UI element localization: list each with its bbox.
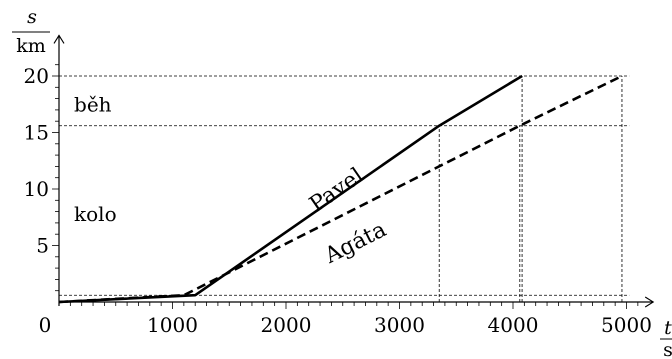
reference-lines (59, 75, 630, 302)
series-line-pavel (58, 74, 523, 304)
axes (53, 34, 655, 308)
series-label: Agáta (320, 217, 390, 269)
series-lines (58, 74, 623, 304)
x-tick-label: 3000 (374, 313, 425, 337)
series-line-agáta (58, 74, 623, 304)
y-axis-arrow (53, 34, 65, 44)
y-tick-label: 20 (24, 64, 49, 88)
x-axis-arrow (644, 296, 655, 308)
y-axis-unit: km (16, 35, 46, 57)
x-tick-label: 4000 (488, 313, 539, 337)
y-axis-quantity: s (27, 6, 37, 28)
region-label: kolo (74, 202, 117, 226)
y-tick-label: 5 (36, 234, 49, 258)
x-tick-label: 2000 (261, 313, 312, 337)
x-tick-label: 5000 (601, 313, 652, 337)
x-tick-label: 1000 (147, 313, 198, 337)
region-label: běh (74, 92, 112, 116)
x-tick-label: 0 (39, 313, 52, 337)
chart-labels: 0 1000 2000 3000 4000 50005101520skmtsběhkolo… (12, 6, 672, 359)
series-label: Pavel (305, 163, 368, 217)
x-axis-unit: s (663, 339, 672, 359)
y-tick-label: 10 (24, 177, 49, 201)
y-tick-label: 15 (24, 121, 49, 145)
x-axis-quantity: t (664, 317, 672, 339)
